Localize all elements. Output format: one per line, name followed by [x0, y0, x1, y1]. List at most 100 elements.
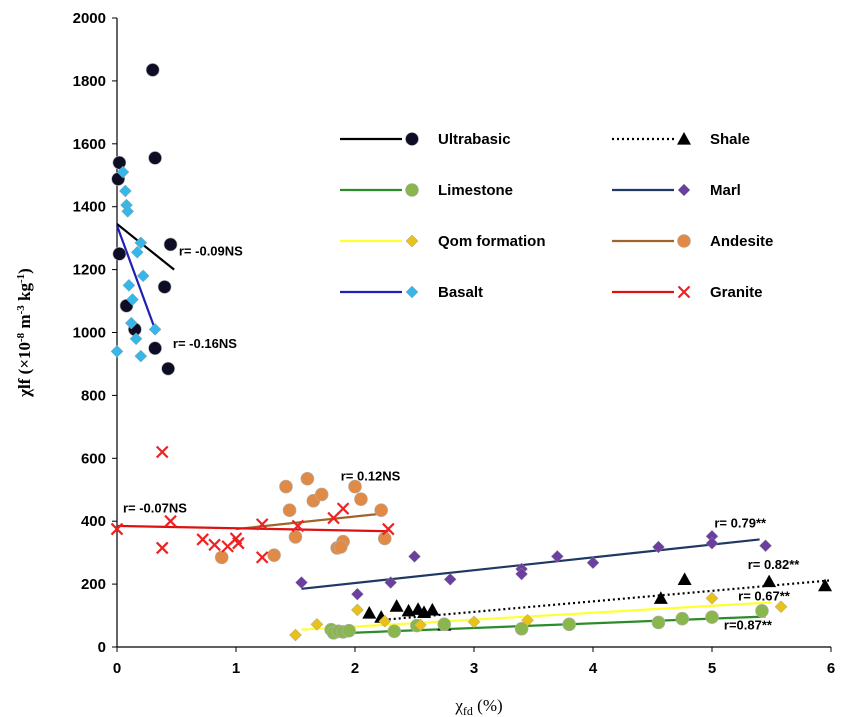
limestone-point [387, 624, 402, 639]
x-tick-label: 2 [351, 660, 359, 677]
shale-point [653, 591, 668, 604]
basalt-point [134, 236, 148, 250]
legend-item-basalt: Basalt [340, 284, 483, 301]
y-tick-label: 1000 [73, 325, 106, 342]
legend-marker [677, 132, 691, 145]
marl-point [550, 550, 564, 563]
basalt-point [124, 316, 138, 330]
legend-label: Basalt [438, 284, 483, 301]
ultrabasic-point [112, 155, 127, 170]
qom-formation-point [289, 628, 302, 642]
andesite-points [214, 471, 392, 565]
axes: 0 200 400 600 800 1000 1200 1400 1600 1800 2000 0 1 2… [73, 10, 836, 677]
limestone-point [705, 610, 719, 624]
basalt-point [134, 349, 148, 363]
andesite-point [267, 548, 281, 562]
andesite-point [348, 479, 362, 494]
y-tick-label: 0 [98, 639, 106, 656]
andesite-point [333, 540, 348, 554]
qom-formation-r-label: r= 0.67** [738, 588, 791, 603]
basalt-point [110, 345, 124, 358]
basalt-point [126, 293, 139, 306]
basalt-point [148, 323, 162, 336]
andesite-point [214, 550, 229, 565]
marl-points [295, 529, 772, 601]
fit-lines [115, 223, 832, 635]
qom-formation-point [310, 618, 324, 631]
marl-point [515, 567, 528, 581]
legend-item-shale: Shale [612, 131, 750, 148]
marl-point [384, 576, 398, 589]
marl-point [705, 536, 719, 550]
ultrabasic-points [111, 63, 178, 376]
marl-point [759, 539, 772, 553]
andesite-point [279, 479, 293, 494]
marl-point [443, 573, 457, 586]
qom-formation-points [289, 591, 788, 642]
legend-label: Shale [710, 131, 750, 148]
basalt-point [121, 205, 135, 218]
basalt-points [110, 165, 162, 363]
granite-point [110, 522, 124, 536]
granite-point [196, 533, 209, 546]
correlation-labels: r= -0.09NS r= -0.16NS r= 0.82** r=0.87** r= … [123, 243, 800, 632]
ultrabasic-point [148, 151, 162, 165]
x-axis-title: χfd (%) [454, 696, 502, 717]
y-tick-label: 200 [81, 576, 106, 593]
qom-formation-point [414, 618, 427, 632]
legend-item-andesite: Andesite [612, 233, 773, 250]
shale-r-label: r= 0.82** [748, 557, 801, 572]
legend-label: Qom formation [438, 233, 546, 250]
granite-point [336, 502, 350, 515]
y-tick-label: 600 [81, 450, 106, 467]
ultrabasic-point [112, 247, 127, 261]
basalt-point [116, 165, 130, 179]
limestone-point [562, 617, 577, 632]
y-tick-label: 400 [81, 513, 106, 530]
ultrabasic-point [148, 341, 162, 356]
y-tick-label: 800 [81, 387, 106, 404]
x-tick-label: 3 [470, 660, 478, 677]
legend-marker [405, 132, 419, 146]
limestone-points [324, 604, 769, 640]
granite-point [255, 551, 269, 564]
legend-label: Ultrabasic [438, 131, 511, 148]
marl-point [351, 587, 364, 601]
ultrabasic-point [163, 237, 178, 252]
shale-point [818, 578, 833, 592]
andesite-r-label: r= 0.12NS [341, 468, 401, 483]
basalt-point [130, 245, 144, 259]
qom-formation-point [378, 614, 392, 628]
legend-label: Marl [710, 182, 741, 199]
marl-point [295, 576, 308, 589]
legend-label: Andesite [710, 233, 773, 250]
granite-point [382, 522, 395, 536]
ultrabasic-point [145, 63, 160, 77]
limestone-point [514, 621, 529, 636]
marl-point [586, 556, 600, 570]
limestone-r-label: r=0.87** [724, 618, 773, 633]
andesite-point [314, 487, 329, 502]
basalt-fit-line [115, 225, 157, 330]
qom-formation-point [774, 600, 788, 614]
legend-marker [677, 285, 691, 299]
y-tick-label: 1800 [73, 73, 106, 90]
ultrabasic-point [157, 280, 172, 294]
data-marks [110, 63, 833, 642]
shale-point [389, 599, 404, 612]
basalt-point [118, 184, 132, 198]
legend-item-marl: Marl [612, 182, 741, 199]
y-tick-label: 2000 [73, 10, 106, 27]
x-tick-label: 6 [827, 660, 835, 677]
legend-item-limestone: Limestone [340, 182, 513, 199]
shale-point [362, 606, 377, 619]
y-axis-title: χlf (×10-8 m-3 kg-1) [15, 268, 34, 398]
x-tick-label: 5 [708, 660, 716, 677]
qom-formation-point [521, 613, 534, 627]
legend-marker [677, 234, 691, 248]
limestone-point [342, 623, 356, 638]
andesite-point [282, 503, 297, 517]
ultrabasic-fit-line [116, 223, 175, 271]
legend: Ultrabasic Limestone Qom formation Basalt Sh… [340, 131, 773, 301]
